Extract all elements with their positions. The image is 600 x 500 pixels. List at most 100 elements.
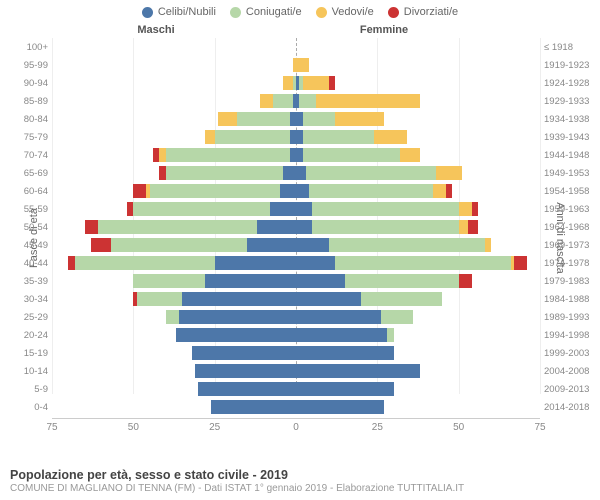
x-tick: 50 (128, 422, 139, 433)
segment-con (303, 148, 401, 163)
segment-con (335, 256, 511, 271)
female-bar (296, 238, 540, 253)
birth-year-label: 1939-1943 (544, 132, 596, 143)
x-tick: 75 (46, 422, 57, 433)
female-bar (296, 112, 540, 127)
pyramid-row: 40-441974-1978 (52, 254, 540, 272)
birth-year-label: 2004-2008 (544, 366, 596, 377)
segment-ved (303, 76, 329, 91)
segment-con (329, 238, 485, 253)
segment-cel (283, 166, 296, 181)
segment-con (98, 220, 257, 235)
pyramid-row: 50-541964-1968 (52, 218, 540, 236)
segment-con (381, 310, 414, 325)
x-tick: 75 (534, 422, 545, 433)
segment-cel (247, 238, 296, 253)
segment-div (459, 274, 472, 289)
legend: Celibi/Nubili Coniugati/e Vedovi/e Divorzia… (0, 0, 600, 18)
bar-group (52, 202, 540, 217)
birth-year-label: 1974-1978 (544, 258, 596, 269)
bar-group (52, 130, 540, 145)
segment-ved (218, 112, 238, 127)
legend-label: Vedovi/e (332, 6, 374, 18)
female-bar (296, 130, 540, 145)
segment-cel (296, 310, 381, 325)
segment-ved (485, 238, 492, 253)
legend-item: Divorziati/e (388, 6, 458, 18)
segment-con (361, 292, 442, 307)
male-bar (52, 58, 296, 73)
pyramid-row: 45-491969-1973 (52, 236, 540, 254)
female-bar (296, 202, 540, 217)
segment-ved (400, 148, 420, 163)
birth-year-label: 2009-2013 (544, 384, 596, 395)
age-label: 75-79 (8, 132, 48, 143)
legend-label: Celibi/Nubili (158, 6, 216, 18)
chart-title: Popolazione per età, sesso e stato civil… (10, 468, 464, 482)
age-label: 90-94 (8, 78, 48, 89)
female-bar (296, 148, 540, 163)
male-bar (52, 328, 296, 343)
pyramid-row: 85-891929-1933 (52, 92, 540, 110)
segment-cel (296, 202, 312, 217)
birth-year-label: 1964-1968 (544, 222, 596, 233)
pyramid-row: 65-691949-1953 (52, 164, 540, 182)
segment-con (133, 202, 270, 217)
segment-con (299, 94, 315, 109)
birth-year-label: 1924-1928 (544, 78, 596, 89)
segment-con (306, 166, 436, 181)
bar-group (52, 364, 540, 379)
segment-cel (179, 310, 296, 325)
segment-con (303, 112, 336, 127)
segment-con (166, 310, 179, 325)
bar-group (52, 94, 540, 109)
segment-con (345, 274, 459, 289)
footer: Popolazione per età, sesso e stato civil… (10, 468, 464, 494)
x-axis: 7550250255075 (52, 418, 540, 438)
female-bar (296, 220, 540, 235)
segment-con (273, 94, 293, 109)
birth-year-label: 1954-1958 (544, 186, 596, 197)
pyramid-row: 0-42014-2018 (52, 398, 540, 416)
x-tick: 25 (209, 422, 220, 433)
segment-ved (260, 94, 273, 109)
segment-ved (436, 166, 462, 181)
legend-swatch (230, 7, 241, 18)
bar-group (52, 274, 540, 289)
age-label: 80-84 (8, 114, 48, 125)
segment-con (303, 130, 375, 145)
segment-cel (215, 256, 296, 271)
male-bar (52, 184, 296, 199)
male-bar (52, 130, 296, 145)
female-bar (296, 166, 540, 181)
segment-cel (296, 256, 335, 271)
age-label: 30-34 (8, 294, 48, 305)
bar-group (52, 310, 540, 325)
pyramid-row: 55-591959-1963 (52, 200, 540, 218)
pyramid-row: 100+≤ 1918 (52, 38, 540, 56)
female-bar (296, 400, 540, 415)
segment-cel (296, 346, 394, 361)
birth-year-label: ≤ 1918 (544, 42, 596, 53)
male-bar (52, 382, 296, 397)
segment-ved (335, 112, 384, 127)
segment-ved (459, 220, 469, 235)
segment-con (312, 220, 458, 235)
header-male: Maschi (0, 24, 270, 36)
age-label: 0-4 (8, 402, 48, 413)
pyramid-row: 35-391979-1983 (52, 272, 540, 290)
legend-item: Coniugati/e (230, 6, 302, 18)
segment-div (329, 76, 336, 91)
segment-cel (296, 166, 306, 181)
x-tick: 25 (372, 422, 383, 433)
segment-cel (205, 274, 296, 289)
male-bar (52, 256, 296, 271)
segment-div (446, 184, 453, 199)
segment-con (111, 238, 248, 253)
segment-ved (205, 130, 215, 145)
birth-year-label: 1984-1988 (544, 294, 596, 305)
segment-con (387, 328, 394, 343)
x-tick: 50 (453, 422, 464, 433)
bar-group (52, 112, 540, 127)
pyramid-row: 95-991919-1923 (52, 56, 540, 74)
